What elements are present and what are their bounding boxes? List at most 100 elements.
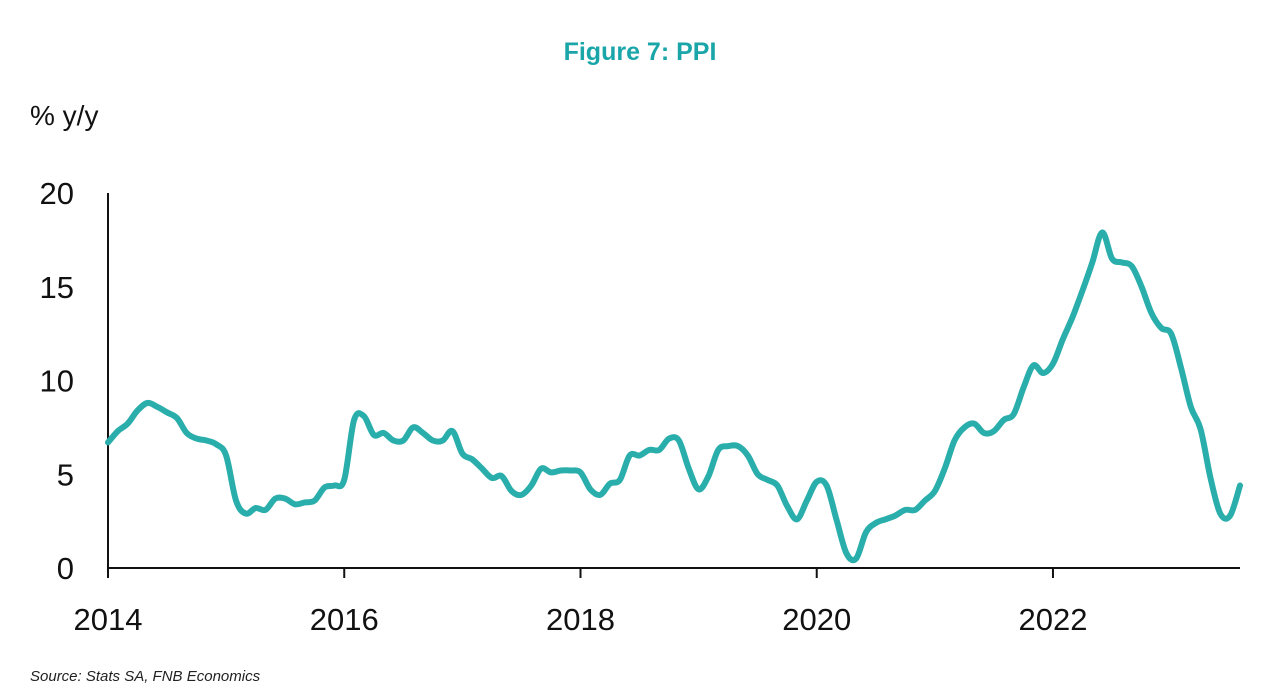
ppi-data-point [312,498,318,504]
ppi-data-point [1089,259,1095,265]
ppi-data-point [607,481,613,487]
ppi-data-point [1237,483,1243,489]
ppi-data-point [174,415,180,421]
ppi-data-point [459,451,465,457]
ppi-data-point [1070,314,1076,320]
x-axis-ticks: 2014 2016 2018 2020 2022 [74,568,1087,637]
ppi-data-point [952,438,958,444]
ppi-data-point [1050,361,1056,367]
ppi-data-point [1198,426,1204,432]
y-axis-ticks: 0 5 10 15 20 [40,176,74,586]
y-tick-label-20: 20 [40,176,74,211]
ppi-data-point [824,483,830,489]
x-tick-label-2018: 2018 [546,602,615,637]
ppi-data-point [784,503,790,509]
ppi-data-point [617,477,623,483]
ppi-data-point [942,466,948,472]
ppi-data-point [548,469,554,475]
ppi-data-point [755,471,761,477]
ppi-data-point [144,400,150,406]
ppi-data-point [637,453,643,459]
series-group [105,229,1243,564]
ppi-data-point [932,488,938,494]
ppi-data-point [213,441,219,447]
ppi-data-point [1227,513,1233,519]
ppi-data-point [322,484,328,490]
ppi-data-point [105,439,111,445]
ppi-data-point [282,496,288,502]
ppi-data-point [538,466,544,472]
ppi-data-point [420,430,426,436]
ppi-data-point [499,473,505,479]
y-axis-unit-label: % y/y [30,100,99,131]
ppi-data-point [381,430,387,436]
y-tick-label-0: 0 [57,551,74,586]
x-tick-label-2016: 2016 [310,602,379,637]
ppi-data-point [794,516,800,522]
ppi-data-point [558,468,564,474]
y-tick-label-15: 15 [40,270,74,305]
ppi-data-point [725,443,731,449]
ppi-data-point [961,424,967,430]
ppi-data-point [833,516,839,522]
ppi-data-point [233,498,239,504]
ppi-data-point [1080,288,1086,294]
ppi-data-point [686,466,692,472]
x-tick-label-2020: 2020 [782,602,851,637]
ppi-data-point [331,483,337,489]
ppi-data-point [853,556,859,562]
ppi-data-point [243,511,249,517]
ppi-data-point [873,520,879,526]
x-tick-label-2014: 2014 [74,602,143,637]
ppi-data-point [656,447,662,453]
ppi-data-point [1158,325,1164,331]
ppi-data-point [135,408,141,414]
ppi-data-point [292,501,298,507]
ppi-data-point [1040,370,1046,376]
ppi-data-point [164,409,170,415]
x-tick-label-2022: 2022 [1018,602,1087,637]
ppi-data-point [676,438,682,444]
ppi-data-point [518,492,524,498]
ppi-data-point [489,475,495,481]
ppi-data-point [646,447,652,453]
ppi-data-point [735,443,741,449]
ppi-data-point [1109,256,1115,262]
ppi-data-point [1139,284,1145,290]
ppi-data-point [893,513,899,519]
ppi-data-point [302,499,308,505]
ppi-data-point [194,436,200,442]
ppi-data-point [578,469,584,475]
ppi-data-point [971,421,977,427]
ppi-data-point [765,477,771,483]
ppi-data-point [223,453,229,459]
ppi-data-point [1001,417,1007,423]
ppi-data-point [568,468,574,474]
ppi-data-point [991,428,997,434]
ppi-data-point [1011,411,1017,417]
ppi-data-point [1178,364,1184,370]
ppi-data-point [400,438,406,444]
ppi-data-point [1020,385,1026,391]
ppi-data-point [843,550,849,556]
ppi-data-point [715,447,721,453]
ppi-data-point [203,438,209,444]
ppi-data-point [361,413,367,419]
ppi-data-point [263,507,269,513]
ppi-data-point [1168,331,1174,337]
ppi-data-point [1217,511,1223,517]
ppi-data-point [479,466,485,472]
ppi-data-point [125,421,131,427]
ppi-data-point [450,428,456,434]
ppi-data-point [1188,404,1194,410]
ppi-data-point [1208,475,1214,481]
ppi-data-point [509,488,515,494]
ppi-data-point [627,453,633,459]
ppi-data-point [912,507,918,513]
ppi-data-point [883,516,889,522]
ppi-data-point [391,438,397,444]
ppi-data-point [528,483,534,489]
ppi-data-point [774,483,780,489]
ppi-data-point [814,479,820,485]
ppi-data-point [1119,259,1125,265]
